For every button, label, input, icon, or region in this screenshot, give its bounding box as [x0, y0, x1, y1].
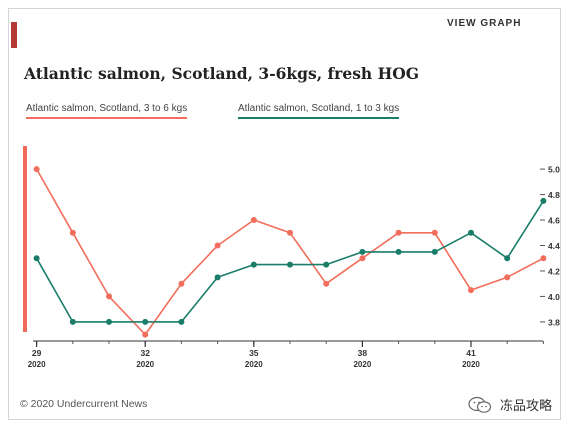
data-point-series-1	[33, 166, 40, 173]
data-point-series-2	[504, 255, 511, 262]
x-tick-label-week: 32	[140, 348, 150, 358]
data-point-series-1	[359, 255, 366, 262]
series-line-2	[35, 200, 545, 323]
data-point-series-2	[287, 261, 293, 268]
data-point-series-2	[106, 318, 113, 325]
chart-card	[8, 8, 561, 420]
data-point-series-1	[540, 255, 547, 262]
data-point-series-2	[540, 197, 547, 204]
data-point-series-1	[214, 242, 221, 249]
data-point-series-2	[250, 261, 257, 268]
wechat-icon	[468, 396, 492, 413]
x-tick-label-week: 38	[358, 348, 368, 358]
legend-item-3-to-6-kgs[interactable]: Atlantic salmon, Scotland, 3 to 6 kgs	[26, 103, 188, 119]
y-tick-label: 3.8	[548, 317, 560, 327]
y-tick-label: 4.8	[548, 190, 560, 200]
y-tick-label: 4.2	[548, 266, 560, 276]
data-point-series-2	[142, 318, 149, 325]
legend-item-1-to-3-kgs[interactable]: Atlantic salmon, Scotland, 1 to 3 kgs	[238, 103, 400, 119]
data-point-series-2	[323, 261, 330, 268]
x-tick-label-week: 29	[32, 348, 42, 358]
x-tick-label-year: 2020	[136, 360, 154, 369]
y-tick-label: 4.0	[548, 292, 560, 302]
data-point-series-1	[69, 229, 76, 236]
data-point-series-1	[467, 287, 474, 294]
data-point-series-2	[214, 274, 221, 281]
y-tick-label: 5.0	[548, 165, 560, 175]
data-point-series-2	[33, 255, 40, 262]
x-tick-label-year: 2020	[462, 360, 480, 369]
x-tick-label-week: 35	[249, 348, 259, 358]
data-point-series-2	[431, 248, 438, 255]
series-line-1	[35, 168, 544, 336]
data-point-series-1	[178, 280, 185, 287]
x-tick-label-year: 2020	[353, 360, 371, 369]
data-point-series-1	[395, 229, 402, 236]
data-point-series-2	[359, 248, 366, 255]
x-tick-label-week: 41	[466, 348, 476, 358]
data-point-series-1	[106, 293, 113, 300]
accent-bar	[11, 22, 17, 48]
data-point-series-1	[142, 331, 149, 338]
watermark-text: 冻品攻略	[500, 398, 553, 413]
data-point-series-2	[467, 229, 474, 236]
data-point-series-1	[504, 274, 511, 281]
chart-title: Atlantic salmon, Scotland, 3-6kgs, fresh…	[24, 64, 419, 83]
data-point-series-2	[178, 318, 185, 325]
data-point-series-1	[250, 217, 257, 224]
data-point-series-1	[431, 229, 438, 236]
data-point-series-1	[287, 229, 293, 236]
data-point-series-2	[395, 248, 402, 255]
left-highlight-bar	[23, 146, 27, 332]
copyright-notice: © 2020 Undercurrent News	[20, 398, 148, 410]
y-tick-label: 4.6	[548, 216, 560, 226]
watermark: 冻品攻略	[468, 395, 552, 414]
x-tick-label-year: 2020	[28, 360, 46, 369]
view-graph-link[interactable]: VIEW GRAPH	[447, 18, 522, 29]
data-point-series-2	[69, 318, 76, 325]
y-tick-label: 4.4	[548, 241, 560, 251]
data-point-series-1	[323, 280, 330, 287]
x-tick-label-year: 2020	[245, 360, 263, 369]
